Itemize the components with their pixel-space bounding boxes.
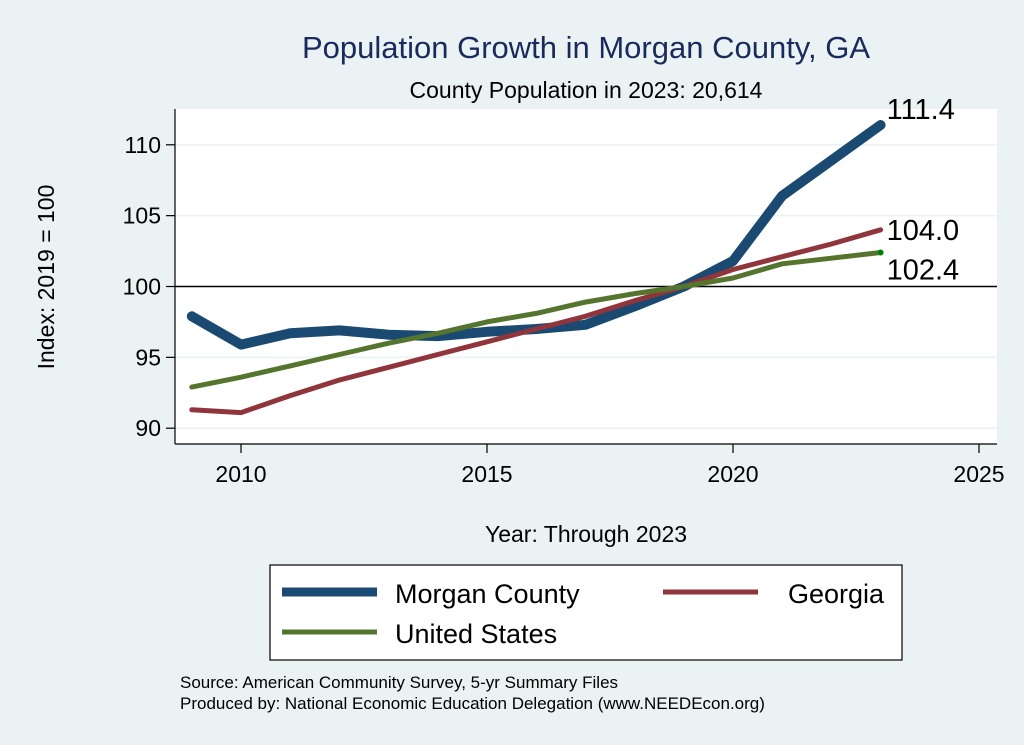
y-tick-label: 105 — [123, 203, 161, 229]
x-tick-label: 2010 — [215, 461, 266, 487]
y-tick-label: 95 — [135, 344, 161, 370]
series-line-georgia — [189, 227, 884, 416]
legend: Morgan County Georgia United States — [269, 564, 903, 661]
x-axis-title: Year: Through 2023 — [485, 521, 687, 547]
x-tick-label: 2015 — [461, 461, 512, 487]
legend-label-us: United States — [395, 619, 557, 649]
y-tick-label: 90 — [135, 415, 161, 441]
producer-note: Produced by: National Economic Education… — [180, 694, 765, 713]
y-axis-title: Index: 2019 = 100 — [33, 185, 59, 370]
series-line-united-states — [189, 250, 884, 390]
x-tick-label: 2025 — [953, 461, 1004, 487]
chart-subtitle: County Population in 2023: 20,614 — [410, 77, 763, 103]
grid-lines — [175, 144, 997, 429]
chart-title: Population Growth in Morgan County, GA — [302, 30, 870, 65]
y-tick-label: 100 — [123, 274, 161, 300]
end-label-morgan-county: 111.4 — [887, 94, 955, 126]
x-tick-label: 2020 — [707, 461, 758, 487]
legend-label-morgan: Morgan County — [395, 579, 580, 609]
series-lines — [186, 120, 886, 416]
x-ticks: 2010 2015 2020 2025 — [215, 444, 1005, 487]
end-labels: 111.4 104.0 102.4 — [887, 94, 960, 287]
end-label-united-states: 102.4 — [887, 254, 960, 286]
y-ticks: 90 95 100 105 110 — [123, 132, 175, 441]
end-label-georgia: 104.0 — [887, 215, 960, 247]
legend-box — [269, 564, 903, 661]
legend-label-georgia: Georgia — [788, 579, 885, 609]
source-note: Source: American Community Survey, 5-yr … — [180, 673, 618, 692]
us-end-marker — [877, 249, 884, 256]
y-tick-label: 110 — [124, 132, 161, 158]
